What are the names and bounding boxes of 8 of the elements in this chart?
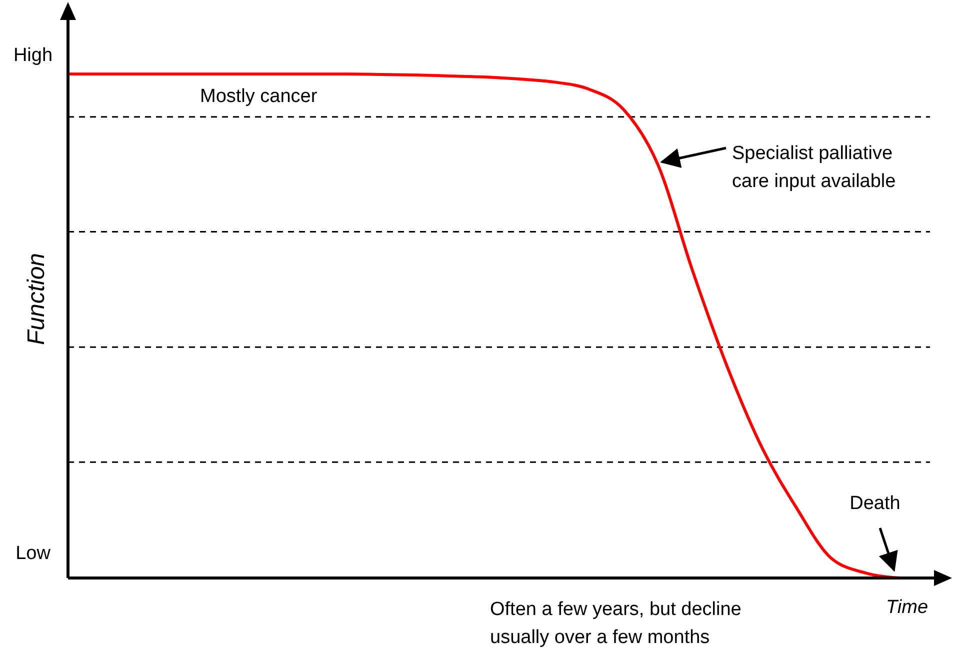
annotation: Specialist palliative care input available [732, 143, 896, 192]
y-axis-title: Function [23, 252, 50, 346]
annotation: Mostly cancer [200, 86, 318, 107]
x-axis-title: Time [886, 597, 928, 618]
annotation: Death [850, 493, 900, 514]
text: Often a few years, but decline usually over a few months [490, 599, 742, 648]
text: High [13, 45, 53, 66]
text: Low [16, 543, 51, 564]
